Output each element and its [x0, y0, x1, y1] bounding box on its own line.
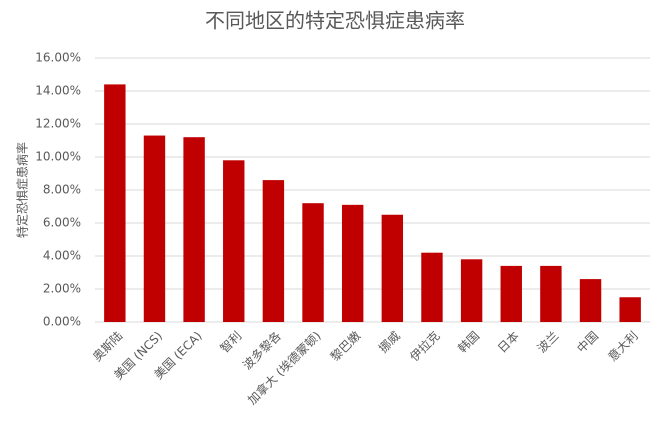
y-tick-label: 8.00%	[43, 183, 81, 197]
bar	[579, 279, 602, 322]
x-tick-label: 挪威	[376, 329, 403, 356]
bar	[500, 265, 522, 322]
x-tick-label: 中国	[574, 328, 602, 356]
x-tick-label: 意大利	[605, 328, 641, 364]
bar	[381, 214, 404, 322]
x-tick-label: 黎巴嫩	[328, 329, 363, 364]
x-tick-label: 日本	[495, 329, 522, 356]
x-tick-label: 波兰	[535, 329, 562, 356]
y-tick-label: 14.00%	[35, 84, 81, 98]
bar	[262, 180, 285, 322]
y-tick-label: 12.00%	[35, 117, 81, 131]
y-tick-label: 10.00%	[35, 150, 81, 164]
bar	[341, 204, 364, 322]
x-tick-label: 奥斯陆	[89, 328, 125, 364]
x-tick-label: 伊拉克	[406, 328, 442, 364]
x-tick-label: 加拿大 (埃德蒙顿)	[244, 328, 323, 407]
bar	[619, 297, 641, 322]
y-tick-label: 16.00%	[35, 51, 81, 65]
y-tick-label: 6.00%	[43, 216, 81, 230]
bar	[143, 135, 166, 322]
x-tick-label: 智利	[217, 328, 245, 356]
bar	[302, 203, 324, 322]
y-axis-label: 特定恐惧症患病率	[15, 142, 30, 238]
bar	[540, 265, 562, 322]
bar	[183, 137, 205, 322]
bar	[421, 252, 443, 322]
bar	[460, 259, 483, 322]
chart-title: 不同地区的特定恐惧症患病率	[205, 9, 465, 33]
bar	[223, 160, 245, 322]
x-tick-label: 韩国	[455, 328, 483, 356]
y-tick-label: 4.00%	[43, 249, 81, 263]
y-tick-label: 2.00%	[43, 282, 81, 296]
y-tick-label: 0.00%	[43, 315, 81, 329]
bar	[104, 84, 126, 323]
